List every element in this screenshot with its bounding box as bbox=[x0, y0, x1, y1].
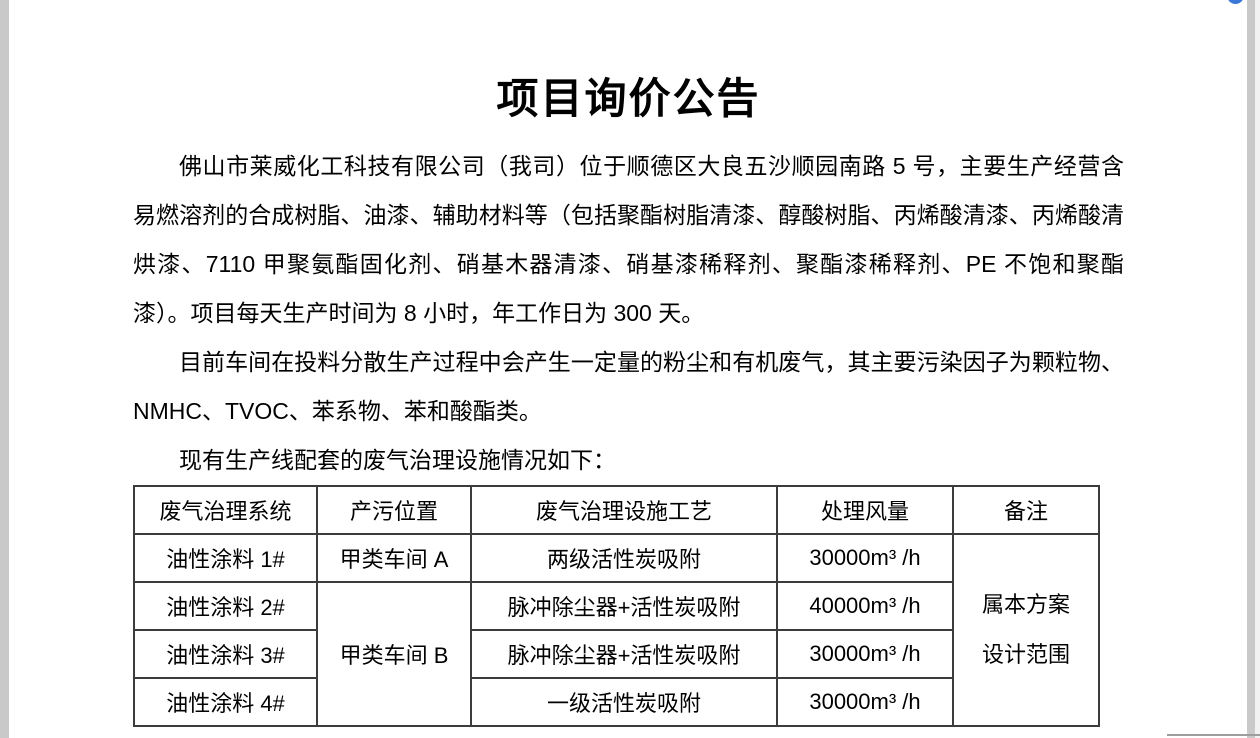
right-page-edge bbox=[1247, 0, 1255, 738]
cell-process: 两级活性炭吸附 bbox=[470, 533, 778, 583]
table-row: 油性涂料 4# 一级活性炭吸附 30000m³ /h bbox=[133, 677, 1099, 727]
cell-location: 甲类车间 A bbox=[316, 533, 472, 583]
paragraph-table-intro: 现有生产线配套的废气治理设施情况如下： bbox=[179, 447, 616, 473]
right-page-edge-highlight bbox=[1255, 0, 1260, 738]
remark-line-2: 设计范围 bbox=[981, 642, 1070, 667]
document-page: 项目询价公告 佛山市莱威化工科技有限公司（我司）位于顺德区大良五沙顺园南路 5 … bbox=[133, 0, 1124, 727]
page-bottom-boundary bbox=[1167, 734, 1260, 736]
cell-airflow: 30000m³ /h bbox=[776, 629, 954, 679]
cell-airflow: 40000m³ /h bbox=[776, 581, 954, 631]
paragraph-pollutants: 目前车间在投料分散生产过程中会产生一定量的粉尘和有机废气，其主要污染因子为颗粒物… bbox=[133, 349, 1124, 424]
cell-system: 油性涂料 4# bbox=[133, 677, 318, 727]
cell-system: 油性涂料 2# bbox=[133, 581, 318, 631]
header-airflow: 处理风量 bbox=[776, 485, 954, 535]
blue-circle-icon[interactable] bbox=[1227, 0, 1244, 4]
cell-airflow: 30000m³ /h bbox=[776, 677, 954, 727]
left-page-edge bbox=[0, 0, 9, 738]
cell-location-merged: 甲类车间 B bbox=[316, 581, 472, 727]
cell-system: 油性涂料 3# bbox=[133, 629, 318, 679]
remark-line-1: 属本方案 bbox=[981, 592, 1070, 617]
paragraph-company-intro: 佛山市莱威化工科技有限公司（我司）位于顺德区大良五沙顺园南路 5 号，主要生产经… bbox=[133, 153, 1124, 326]
table-row: 油性涂料 1# 甲类车间 A 两级活性炭吸附 30000m³ /h 属本方案 设… bbox=[133, 533, 1100, 727]
cell-system: 油性涂料 1# bbox=[133, 533, 318, 583]
table-row: 油性涂料 2# 甲类车间 B 脉冲除尘器+活性炭吸附 40000m³ /h bbox=[133, 581, 1099, 727]
cell-process: 一级活性炭吸附 bbox=[470, 677, 778, 727]
header-location: 产污位置 bbox=[316, 485, 472, 535]
table-header-row: 废气治理系统 产污位置 废气治理设施工艺 处理风量 备注 bbox=[133, 485, 1100, 535]
header-process: 废气治理设施工艺 bbox=[470, 485, 778, 535]
header-system: 废气治理系统 bbox=[133, 485, 318, 535]
cell-process: 脉冲除尘器+活性炭吸附 bbox=[470, 581, 778, 631]
cell-remark-merged: 属本方案 设计范围 bbox=[952, 533, 1100, 727]
cell-process: 脉冲除尘器+活性炭吸附 bbox=[470, 629, 778, 679]
waste-gas-treatment-table: 废气治理系统 产污位置 废气治理设施工艺 处理风量 备注 油性涂料 1# 甲类车… bbox=[133, 485, 1100, 727]
header-remark: 备注 bbox=[952, 485, 1100, 535]
table-row: 油性涂料 3# 脉冲除尘器+活性炭吸附 30000m³ /h bbox=[133, 629, 1099, 679]
cell-airflow: 30000m³ /h bbox=[776, 533, 954, 583]
page-title: 项目询价公告 bbox=[496, 75, 761, 122]
